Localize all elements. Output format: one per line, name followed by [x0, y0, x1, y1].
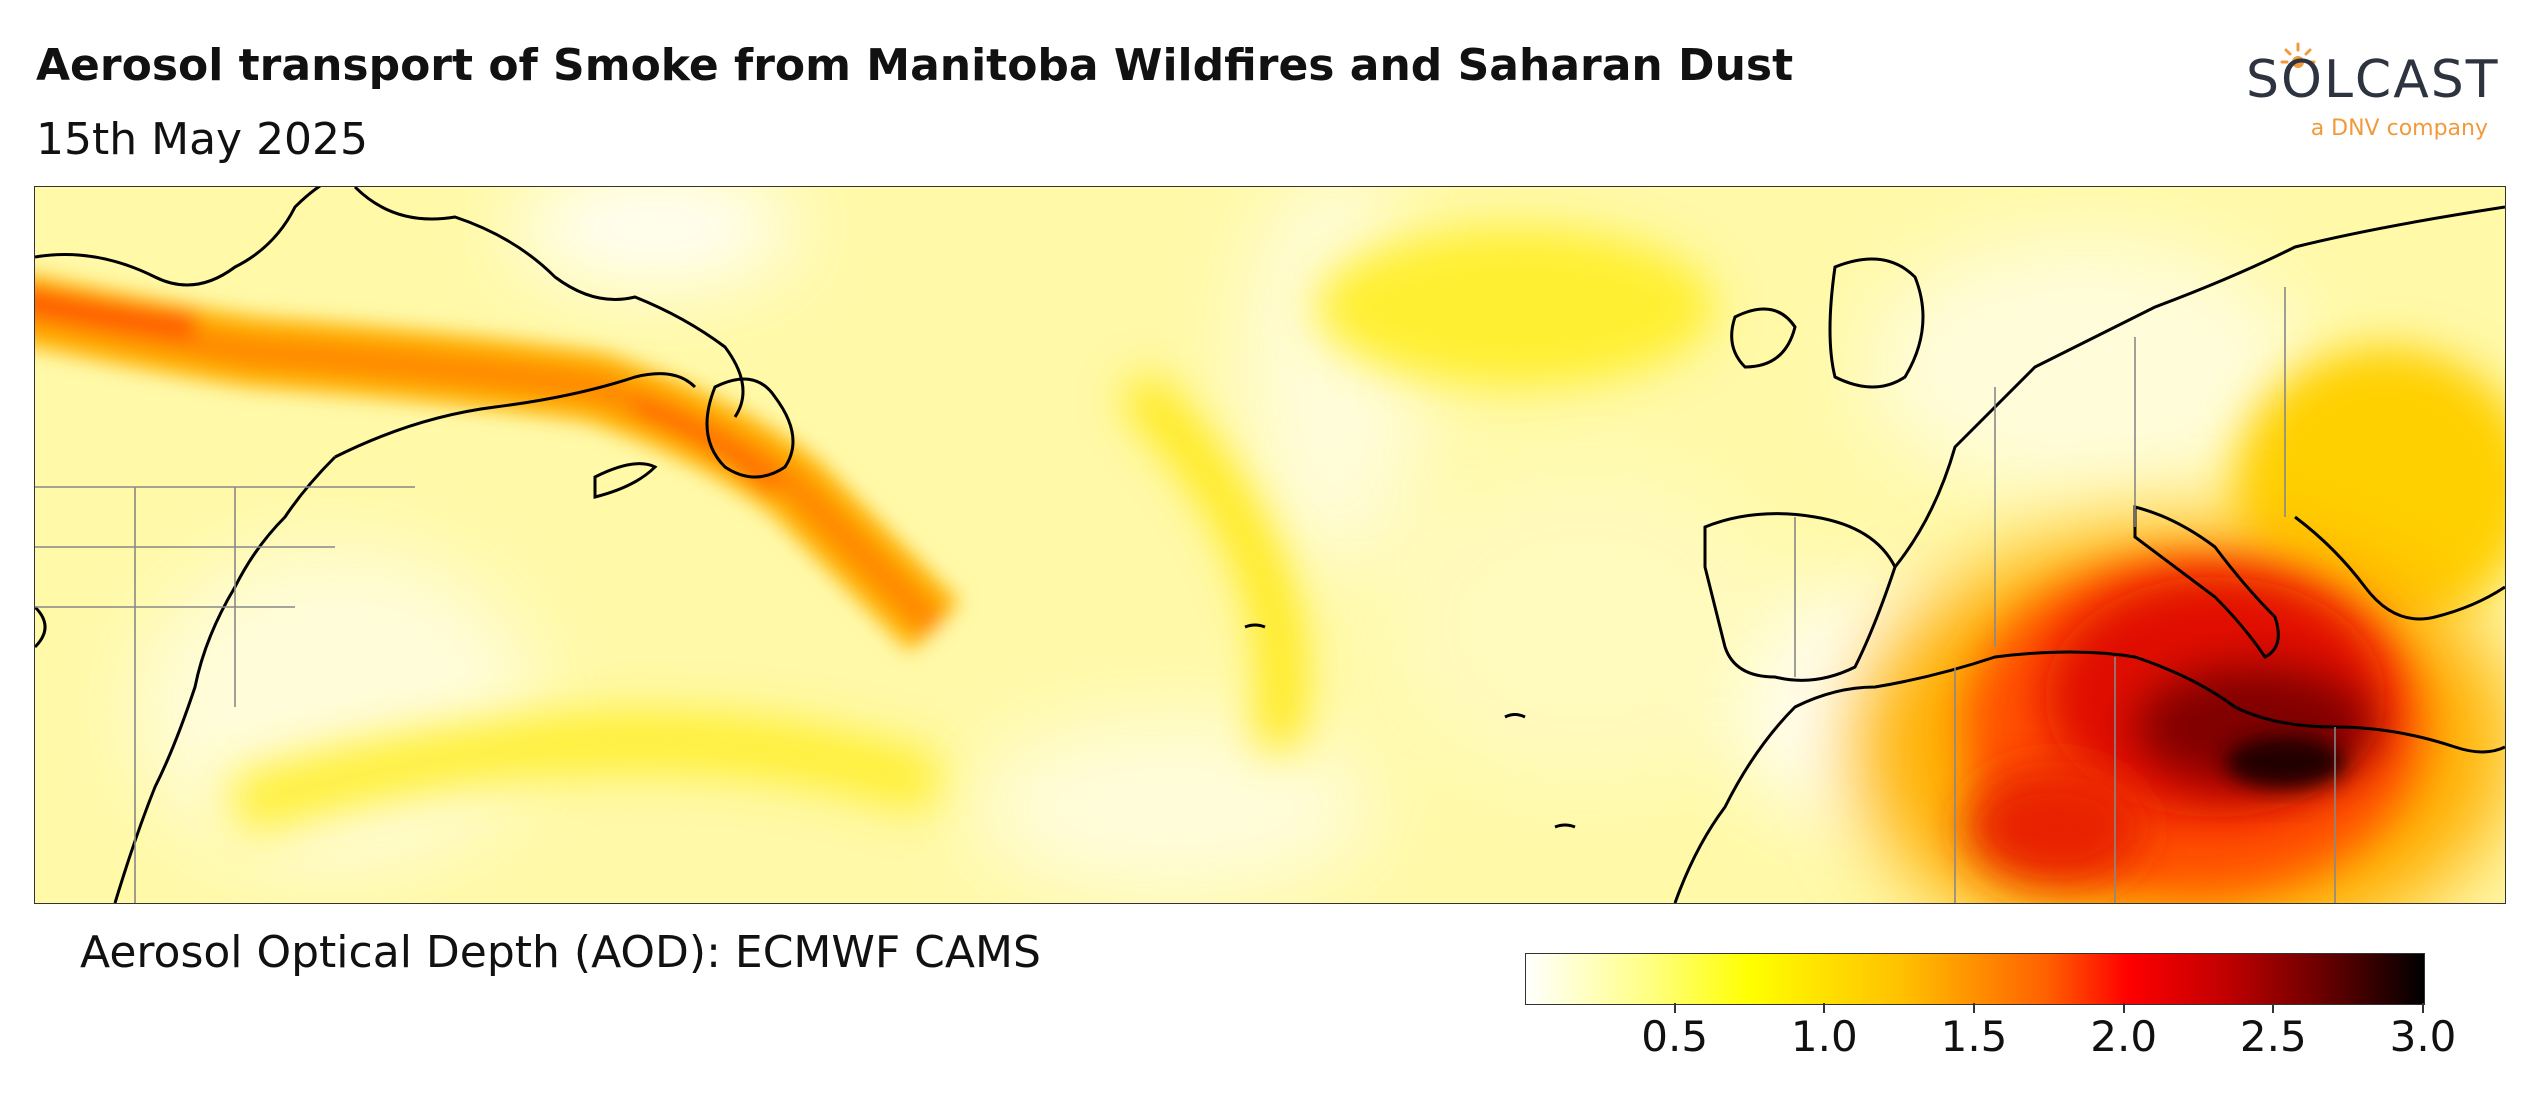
map-title: Aerosol transport of Smoke from Manitoba…: [36, 40, 1794, 91]
low-aod-swirls: [135, 187, 2305, 897]
colorbar-tick-label: 2.0: [2090, 1012, 2158, 1061]
colorbar-tick-mark: [2422, 1003, 2424, 1013]
aod-map: [34, 186, 2506, 904]
sun-icon: [2280, 42, 2316, 68]
colorbar-tick-label: 3.0: [2389, 1012, 2457, 1061]
aod-source-label: Aerosol Optical Depth (AOD): ECMWF CAMS: [80, 927, 1041, 978]
colorbar-tick-label: 1.5: [1940, 1012, 2008, 1061]
colorbar: [1525, 953, 2425, 1005]
colorbar-tick-mark: [1973, 1003, 1975, 1013]
colorbar-tick-mark: [1673, 1003, 1676, 1013]
colorbar-tick-label: 0.5: [1641, 1012, 1709, 1061]
colorbar-tick-mark: [1823, 1003, 1826, 1013]
solcast-logo: SOLCAST a DNV company: [2240, 36, 2500, 146]
logo-tagline: a DNV company: [2310, 116, 2488, 141]
logo-wordmark: SOLCAST: [2246, 50, 2500, 110]
aod-field: [35, 187, 2505, 903]
colorbar-tick-label: 1.0: [1790, 1012, 1858, 1061]
colorbar-tick-label: 2.5: [2239, 1012, 2307, 1061]
colorbar-tick-mark: [2272, 1003, 2275, 1013]
coastlines: [35, 187, 2505, 903]
political-borders: [35, 287, 2336, 903]
dust-plume-saharan: [1855, 527, 2505, 903]
colorbar-tick-mark: [2122, 1003, 2125, 1013]
map-date: 15th May 2025: [36, 114, 369, 165]
